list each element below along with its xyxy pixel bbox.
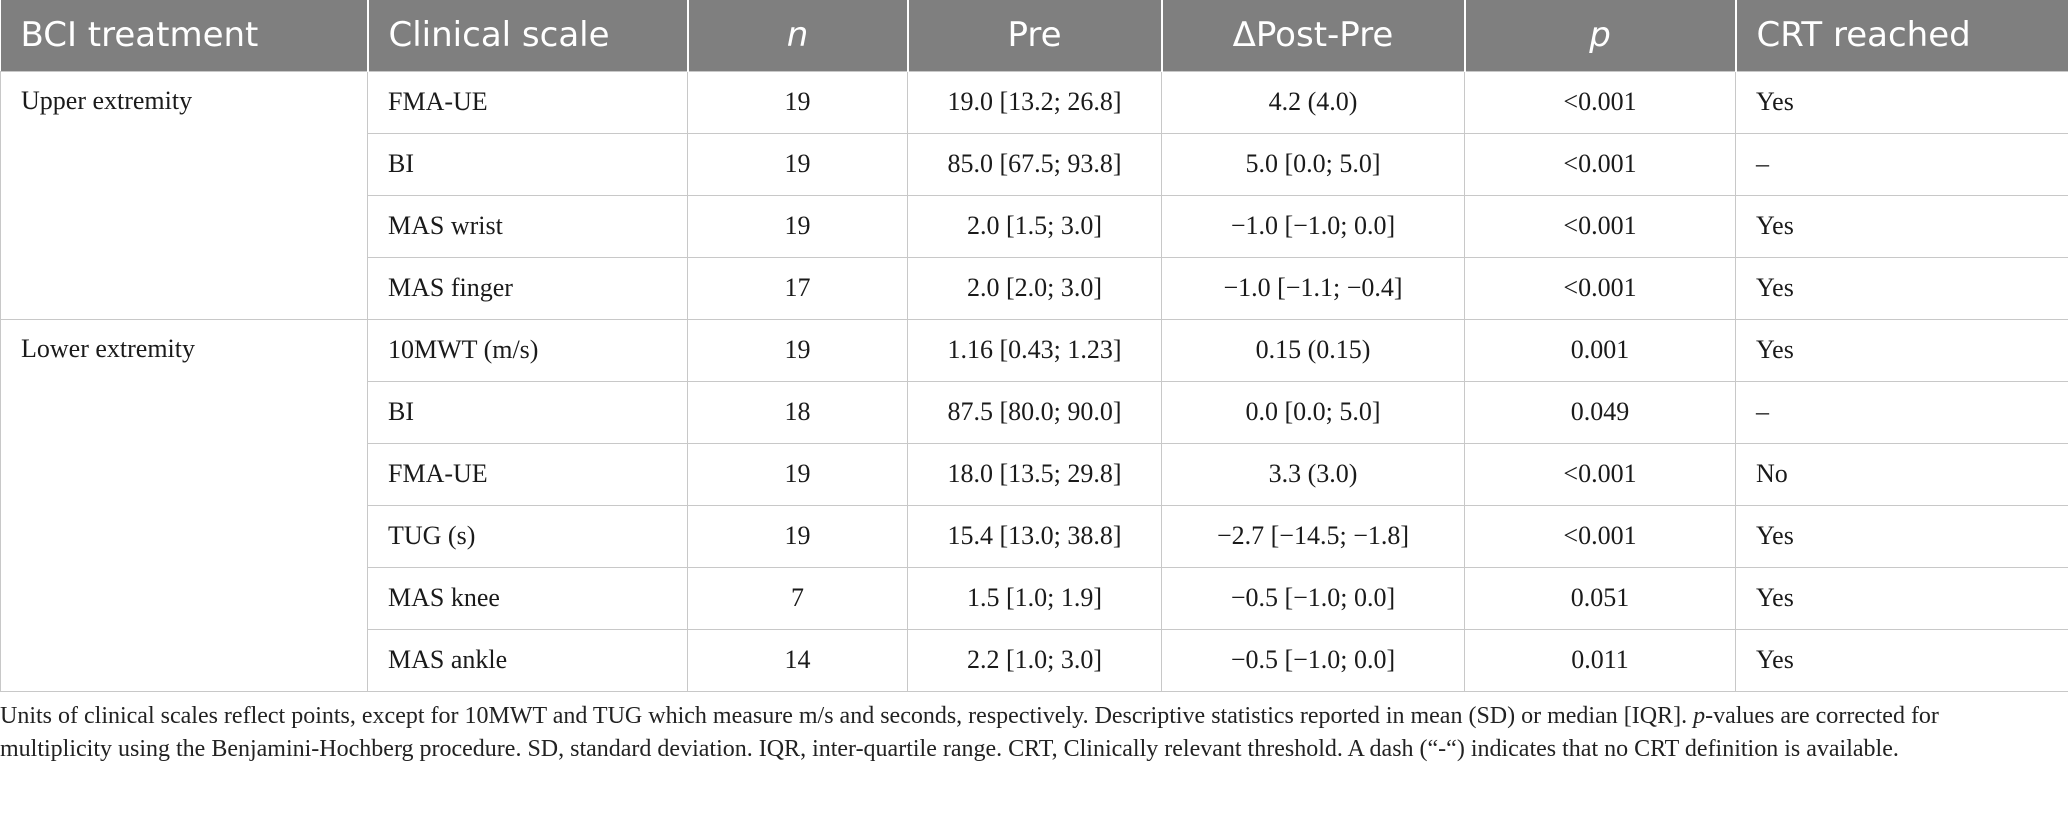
cell-p: <0.001 [1464, 132, 1736, 196]
cell-delta: 3.3 (3.0) [1161, 442, 1465, 506]
header-n: n [686, 0, 908, 71]
table-row: Lower extremity 10MWT (m/s) 19 1.16 [0.4… [0, 318, 2068, 692]
cell-n: 14 [687, 628, 908, 692]
table-row: TUG (s) 19 15.4 [13.0; 38.8] −2.7 [−14.5… [1, 504, 2068, 568]
footnote-line-2: -values are corrected for multiplicity u… [0, 703, 1939, 762]
cell-p: 0.011 [1464, 628, 1736, 692]
cell-delta: −1.0 [−1.0; 0.0] [1161, 194, 1465, 258]
table-footnote: Units of clinical scales reflect points,… [0, 700, 2040, 766]
header-crt-reached: CRT reached [1734, 0, 2068, 71]
cell-crt: Yes [1735, 566, 2068, 630]
cell-crt: Yes [1735, 628, 2068, 692]
footnote-text: Units of clinical scales reflect points,… [0, 700, 2040, 766]
cell-n: 7 [687, 566, 908, 630]
cell-delta: 0.0 [0.0; 5.0] [1161, 380, 1465, 444]
cell-n: 19 [687, 194, 908, 258]
cell-n: 19 [687, 70, 908, 134]
cell-n: 19 [687, 504, 908, 568]
cell-p: 0.049 [1464, 380, 1736, 444]
cell-delta: −0.5 [−1.0; 0.0] [1161, 628, 1465, 692]
cell-pre: 19.0 [13.2; 26.8] [907, 70, 1162, 134]
table-row: Upper extremity FMA-UE 19 19.0 [13.2; 26… [0, 70, 2068, 320]
cell-p: <0.001 [1464, 194, 1736, 258]
cell-scale: 10MWT (m/s) [367, 318, 688, 382]
table-row: MAS ankle 14 2.2 [1.0; 3.0] −0.5 [−1.0; … [1, 628, 2068, 692]
table-row: MAS wrist 19 2.0 [1.5; 3.0] −1.0 [−1.0; … [1, 194, 2068, 258]
cell-crt: No [1735, 442, 2068, 506]
cell-crt: Yes [1735, 318, 2068, 382]
cell-pre: 15.4 [13.0; 38.8] [907, 504, 1162, 568]
cell-pre: 2.2 [1.0; 3.0] [907, 628, 1162, 692]
cell-pre: 2.0 [1.5; 3.0] [907, 194, 1162, 258]
cell-scale: MAS wrist [367, 194, 688, 258]
cell-p: 0.051 [1464, 566, 1736, 630]
cell-n: 19 [687, 318, 908, 382]
table-header-row: BCI treatment Clinical scale n Pre ΔPost… [0, 0, 2068, 71]
footnote-line-1: Units of clinical scales reflect points,… [0, 703, 1688, 729]
header-pre: Pre [906, 0, 1162, 71]
header-delta-post-pre: ΔPost-Pre [1160, 0, 1465, 71]
cell-p: <0.001 [1464, 442, 1736, 506]
table-row: BI 18 87.5 [80.0; 90.0] 0.0 [0.0; 5.0] 0… [1, 380, 2068, 444]
cell-scale: MAS ankle [367, 628, 688, 692]
cell-crt: – [1735, 380, 2068, 444]
cell-scale: FMA-UE [367, 442, 688, 506]
cell-scale: MAS finger [367, 256, 688, 320]
cell-p: <0.001 [1464, 70, 1736, 134]
cell-delta: −2.7 [−14.5; −1.8] [1161, 504, 1465, 568]
footnote-p-italic: p [1693, 703, 1706, 729]
cell-n: 19 [687, 132, 908, 196]
cell-p: 0.001 [1464, 318, 1736, 382]
cell-pre: 1.16 [0.43; 1.23] [907, 318, 1162, 382]
cell-delta: 4.2 (4.0) [1161, 70, 1465, 134]
cell-pre: 85.0 [67.5; 93.8] [907, 132, 1162, 196]
cell-n: 18 [687, 380, 908, 444]
cell-scale: TUG (s) [367, 504, 688, 568]
table-row: FMA-UE 19 18.0 [13.5; 29.8] 3.3 (3.0) <0… [1, 442, 2068, 506]
cell-scale: MAS knee [367, 566, 688, 630]
group-label-upper: Upper extremity [0, 70, 368, 320]
cell-delta: 0.15 (0.15) [1161, 318, 1465, 382]
cell-scale: BI [367, 132, 688, 196]
results-table: BCI treatment Clinical scale n Pre ΔPost… [0, 0, 2068, 692]
cell-delta: 5.0 [0.0; 5.0] [1161, 132, 1465, 196]
cell-delta: −0.5 [−1.0; 0.0] [1161, 566, 1465, 630]
cell-pre: 18.0 [13.5; 29.8] [907, 442, 1162, 506]
cell-p: <0.001 [1464, 256, 1736, 320]
cell-crt: Yes [1735, 504, 2068, 568]
cell-crt: Yes [1735, 256, 2068, 320]
cell-crt: Yes [1735, 70, 2068, 134]
group-label-lower: Lower extremity [0, 318, 368, 692]
cell-scale: FMA-UE [367, 70, 688, 134]
cell-delta: −1.0 [−1.1; −0.4] [1161, 256, 1465, 320]
cell-n: 17 [687, 256, 908, 320]
cell-crt: – [1735, 132, 2068, 196]
table-row: MAS knee 7 1.5 [1.0; 1.9] −0.5 [−1.0; 0.… [1, 566, 2068, 630]
cell-scale: BI [367, 380, 688, 444]
cell-crt: Yes [1735, 194, 2068, 258]
header-clinical-scale: Clinical scale [366, 0, 688, 71]
cell-p: <0.001 [1464, 504, 1736, 568]
header-p-value: p [1463, 0, 1736, 71]
cell-pre: 87.5 [80.0; 90.0] [907, 380, 1162, 444]
results-table-container: BCI treatment Clinical scale n Pre ΔPost… [0, 0, 2068, 692]
header-bci-treatment: BCI treatment [0, 0, 368, 71]
cell-n: 19 [687, 442, 908, 506]
cell-pre: 1.5 [1.0; 1.9] [907, 566, 1162, 630]
cell-pre: 2.0 [2.0; 3.0] [907, 256, 1162, 320]
table-row: MAS finger 17 2.0 [2.0; 3.0] −1.0 [−1.1;… [1, 256, 2068, 320]
